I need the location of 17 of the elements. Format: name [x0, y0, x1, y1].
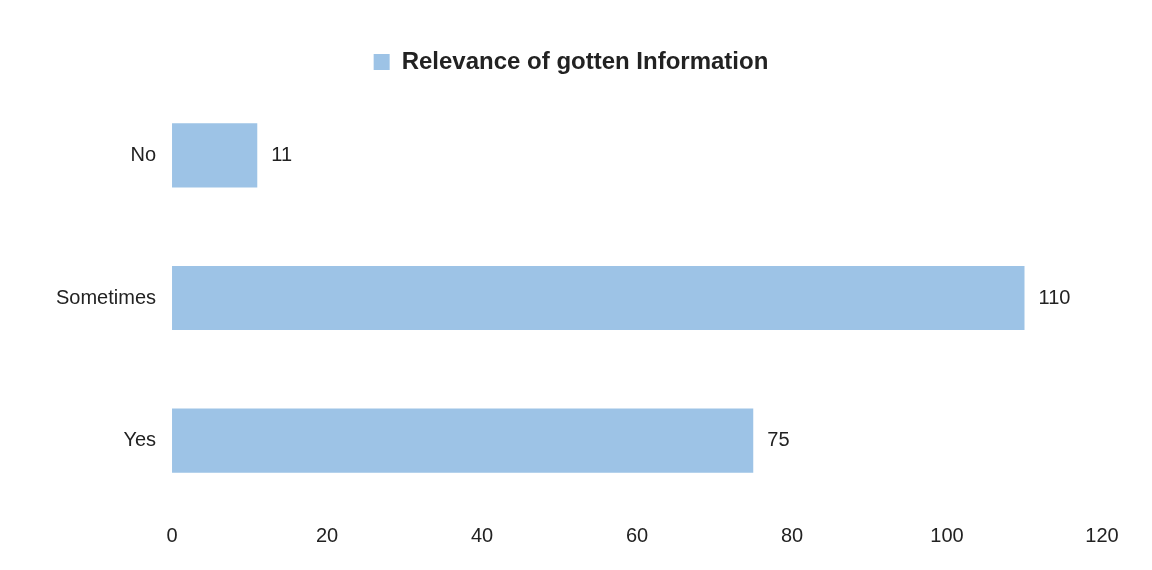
legend-label: Relevance of gotten Information: [401, 46, 769, 74]
x-tick-label: 20: [315, 523, 339, 546]
data-label: 75: [767, 428, 790, 451]
data-label: 110: [1038, 285, 1071, 308]
data-label: 11: [271, 142, 293, 165]
x-tick-label: 120: [1085, 523, 1119, 546]
x-tick-label: 0: [166, 523, 178, 546]
y-tick-label: Yes: [123, 428, 157, 451]
bar: [172, 265, 1025, 331]
bar: [172, 408, 754, 473]
x-tick-label: 80: [780, 523, 804, 546]
x-tick-label: 60: [625, 523, 649, 546]
y-tick-label: Sometimes: [56, 285, 157, 308]
y-tick-label: No: [130, 142, 157, 165]
x-tick-label: 40: [470, 523, 494, 546]
bar: [172, 123, 258, 188]
x-tick-label: 100: [930, 523, 964, 546]
